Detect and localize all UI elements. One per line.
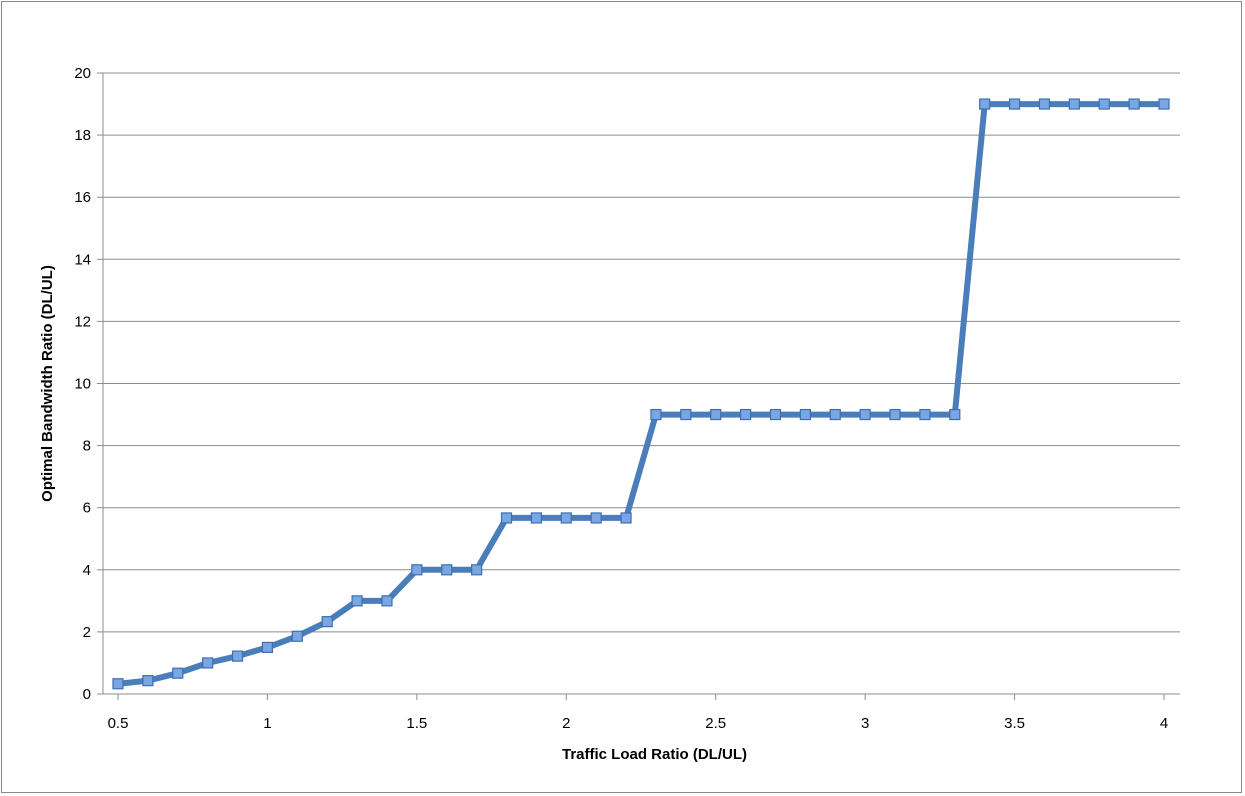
- x-tick-label: 2: [562, 715, 570, 732]
- data-point-marker: [710, 408, 722, 421]
- data-point-marker: [321, 616, 333, 628]
- data-point-marker: [859, 408, 871, 421]
- data-point-marker: [172, 667, 184, 679]
- data-point-marker: [590, 512, 602, 524]
- data-point-marker: [1068, 98, 1080, 110]
- y-tick-label: 0: [83, 686, 91, 703]
- y-tick-label: 14: [74, 251, 91, 268]
- y-tick-label: 10: [74, 376, 91, 393]
- y-tick-label: 12: [74, 313, 91, 330]
- data-point-marker: [1158, 98, 1170, 110]
- data-point-marker: [560, 512, 572, 524]
- y-tick-label: 20: [74, 65, 91, 82]
- tick-labels: 0 2 4 6 8 10 12 14 16 18 20 0.5 1 1.5 2 2.5 3 3.5 4: [74, 65, 1168, 732]
- data-point-marker: [381, 595, 393, 607]
- data-point-marker: [530, 512, 543, 524]
- x-axis-title: Traffic Load Ratio (DL/UL): [562, 746, 747, 763]
- y-axis-title: Optimal Bandwidth Ratio (DL/UL): [39, 265, 56, 502]
- data-point-marker: [441, 564, 453, 576]
- data-point-marker: [1098, 98, 1110, 110]
- data-point-marker: [680, 408, 692, 421]
- data-point-marker: [411, 564, 423, 576]
- y-tick-label: 4: [83, 562, 91, 579]
- data-point-marker: [829, 408, 841, 421]
- data-point-marker: [889, 408, 901, 421]
- data-point-marker: [620, 512, 632, 524]
- data-point-marker: [500, 512, 513, 524]
- x-tick-label: 1: [263, 715, 271, 732]
- data-point-marker: [1008, 98, 1021, 110]
- y-tick-label: 6: [83, 500, 91, 517]
- data-point-marker: [1038, 98, 1051, 110]
- y-tick-label: 8: [83, 438, 91, 455]
- x-tick-label: 4: [1160, 715, 1168, 732]
- data-point-marker: [739, 408, 752, 421]
- data-point-marker: [142, 675, 154, 687]
- data-point-marker: [351, 595, 363, 607]
- data-point-marker: [1128, 98, 1140, 110]
- axes: [97, 72, 1180, 700]
- x-tick-label: 1.5: [406, 715, 427, 732]
- y-tick-label: 16: [74, 189, 91, 206]
- series-line: [115, 101, 1167, 687]
- y-tick-label: 18: [74, 127, 91, 144]
- data-series: [112, 98, 1170, 690]
- data-point-marker: [769, 408, 782, 421]
- data-point-marker: [979, 98, 991, 110]
- x-tick-label: 3.5: [1004, 715, 1025, 732]
- gridlines: [103, 72, 1180, 633]
- data-point-marker: [919, 408, 931, 421]
- x-tick-label: 0.5: [108, 715, 129, 732]
- y-tick-label: 2: [83, 624, 91, 641]
- x-tick-label: 3: [861, 715, 869, 732]
- data-point-marker: [261, 641, 274, 654]
- data-point-marker: [231, 650, 244, 662]
- data-point-marker: [949, 408, 961, 421]
- data-point-marker: [471, 564, 483, 576]
- x-tick-label: 2.5: [705, 715, 726, 732]
- data-point-marker: [202, 657, 214, 669]
- data-point-marker: [650, 408, 662, 421]
- data-point-marker: [799, 408, 811, 421]
- data-point-marker: [112, 678, 124, 690]
- data-point-marker: [291, 630, 303, 642]
